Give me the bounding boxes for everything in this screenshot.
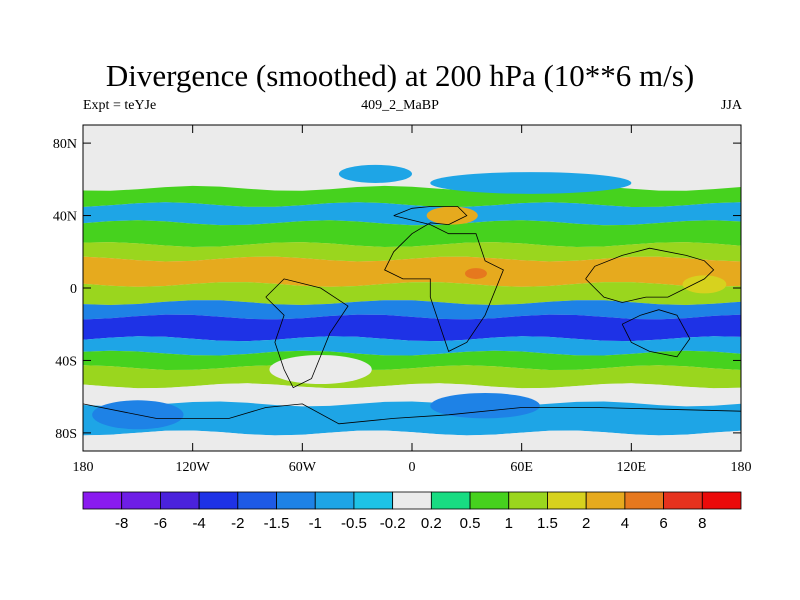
- field-band: [83, 350, 741, 370]
- coastline: [384, 206, 504, 352]
- colorbar-swatch: [121, 491, 161, 510]
- colorbar-swatch: [82, 491, 123, 510]
- colorbar-label: -4: [192, 515, 205, 532]
- x-tick-label: 120E: [617, 460, 647, 475]
- field-blob: [682, 275, 727, 294]
- colorbar-label: 0.2: [421, 515, 442, 532]
- x-tick-label: 60E: [510, 460, 533, 475]
- x-tick-label: 120W: [176, 460, 211, 475]
- axes: 180 120W 60W 0 60E 120E 180 80N 40N 0 40S 80S: [53, 125, 752, 475]
- colorbar-swatch: [392, 491, 432, 510]
- colorbar-swatch: [701, 491, 742, 510]
- y-tick-label: 40N: [53, 210, 77, 225]
- colorbar-swatch: [198, 491, 239, 510]
- season-label: JJA: [720, 98, 742, 113]
- colorbar: -8 -6 -4 -2 -1.5 -1 -0.5 -0.2 0.2 0.5 1 1.5 2 4 6 8: [82, 491, 742, 532]
- colorbar-swatch: [663, 491, 703, 510]
- field-band: [83, 300, 741, 320]
- field-band: [83, 336, 741, 356]
- colorbar-swatch: [624, 491, 664, 510]
- colorbar-label: 8: [698, 515, 706, 532]
- colorbar-label: 2: [582, 515, 590, 532]
- colorbar-swatch: [237, 491, 277, 510]
- field-blob: [269, 355, 372, 384]
- colorbar-label: -0.5: [341, 515, 367, 532]
- y-tick-label: 80S: [55, 427, 77, 442]
- coastline: [265, 278, 349, 389]
- x-tick-label: 0: [409, 460, 416, 475]
- field-blob: [430, 172, 632, 194]
- field-band: [83, 365, 741, 389]
- x-tick-label: 180: [73, 460, 94, 475]
- x-tick-label: 60W: [289, 460, 317, 475]
- colorbar-label: -0.2: [380, 515, 406, 532]
- colorbar-swatch: [585, 491, 626, 510]
- colorbar-swatch: [276, 491, 316, 510]
- colorbar-swatch: [430, 491, 471, 510]
- colorbar-swatch: [508, 491, 548, 510]
- colorbar-label: 6: [659, 515, 667, 532]
- field-blob: [426, 206, 478, 225]
- field-band: [83, 282, 741, 305]
- colorbar-label: 0.5: [460, 515, 481, 532]
- colorbar-swatch: [547, 491, 587, 510]
- field-band: [83, 202, 741, 226]
- colorbar-label: -1.5: [264, 515, 290, 532]
- field-band: [83, 383, 741, 407]
- experiment-label: Expt = teYJe: [83, 98, 157, 113]
- field-band: [83, 256, 741, 287]
- field-band: [83, 430, 741, 451]
- colorbar-swatch: [160, 491, 200, 510]
- colorbar-label: -6: [154, 515, 167, 532]
- field-band: [83, 242, 741, 262]
- colorbar-label: 1: [505, 515, 513, 532]
- y-tick-label: 0: [70, 282, 77, 297]
- y-tick-label: 40S: [55, 354, 77, 369]
- colorbar-swatch: [469, 491, 510, 510]
- chart-title: Divergence (smoothed) at 200 hPa (10**6 …: [105, 58, 695, 93]
- field-layer: [83, 125, 741, 451]
- coastline-layer: [83, 206, 741, 425]
- field-blob: [338, 164, 413, 183]
- coastline: [621, 309, 691, 358]
- colorbar-label: -2: [231, 515, 244, 532]
- colorbar-label: 4: [621, 515, 629, 532]
- colorbar-label: 1.5: [537, 515, 558, 532]
- colorbar-swatch: [353, 491, 394, 510]
- run-label: 409_2_MaBP: [361, 98, 439, 113]
- field-blob: [430, 393, 540, 419]
- x-tick-label: 180: [731, 460, 752, 475]
- colorbar-label: -1: [309, 515, 322, 532]
- field-band: [83, 314, 741, 342]
- coastline: [585, 247, 715, 303]
- colorbar-swatch: [314, 491, 355, 510]
- field-band: [83, 401, 741, 436]
- colorbar-label: -8: [115, 515, 128, 532]
- field-blob: [465, 268, 487, 279]
- y-tick-label: 80N: [53, 137, 77, 152]
- coastline: [83, 403, 741, 425]
